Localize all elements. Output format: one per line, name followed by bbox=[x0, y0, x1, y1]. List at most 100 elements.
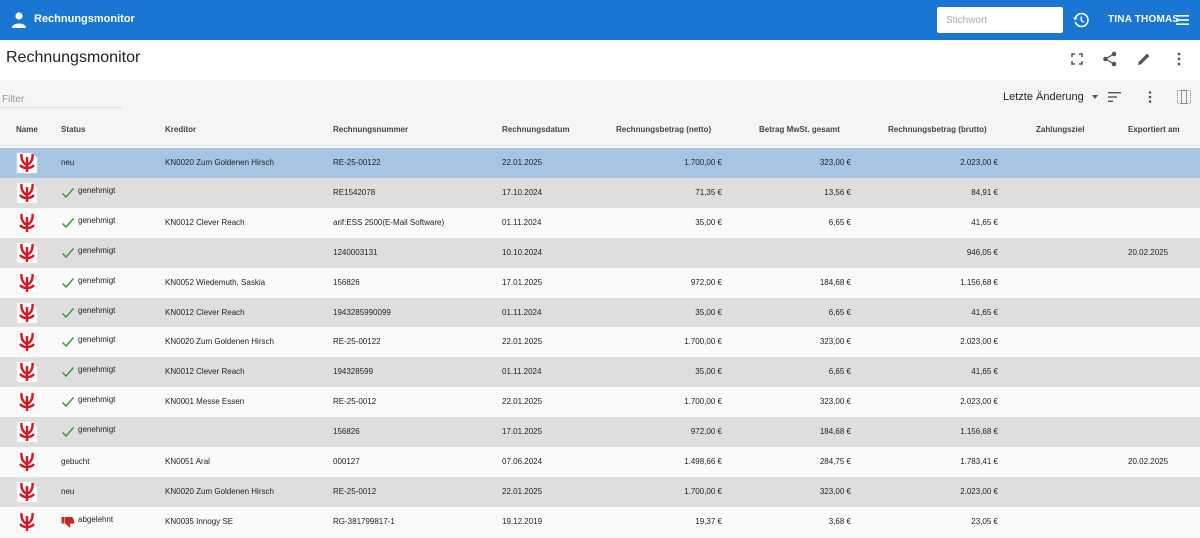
share-icon[interactable] bbox=[1102, 51, 1118, 67]
user-icon[interactable] bbox=[12, 12, 26, 28]
more-vertical-icon[interactable] bbox=[1143, 90, 1157, 104]
table-row[interactable]: genehmigt KN0001 Messe Essen RE-25-0012 22.… bbox=[0, 387, 1200, 418]
cell-kreditor: KN0012 Clever Reach bbox=[165, 367, 245, 377]
cell-brutto: 2.023,00 € bbox=[960, 486, 998, 496]
column-header-name[interactable]: Name bbox=[16, 125, 38, 134]
status-label: gebucht bbox=[61, 457, 90, 466]
cell-brutto: 2.023,00 € bbox=[960, 397, 998, 407]
pdf-document-icon[interactable] bbox=[16, 451, 38, 473]
column-header-zahlungsziel[interactable]: Zahlungsziel bbox=[1036, 125, 1085, 134]
pdf-document-icon[interactable] bbox=[16, 511, 38, 533]
filter-input[interactable] bbox=[0, 91, 122, 108]
pdf-document-icon[interactable] bbox=[16, 391, 38, 413]
pdf-document-icon[interactable] bbox=[16, 152, 38, 174]
cell-brutto: 2.023,00 € bbox=[960, 337, 998, 347]
check-icon bbox=[61, 306, 75, 318]
pdf-document-icon[interactable] bbox=[16, 361, 38, 383]
cell-mwst: 323,00 € bbox=[819, 337, 851, 347]
check-icon bbox=[61, 186, 75, 198]
column-settings-icon[interactable] bbox=[1177, 90, 1191, 104]
user-name[interactable]: TINA THOMAS bbox=[1108, 14, 1180, 25]
column-header-kreditor[interactable]: Kreditor bbox=[165, 125, 197, 134]
status-label: genehmigt bbox=[78, 185, 116, 195]
hamburger-menu-icon[interactable] bbox=[1176, 15, 1189, 25]
cell-nummer: RE1542078 bbox=[333, 187, 376, 197]
cell-mwst: 13,56 € bbox=[824, 187, 851, 197]
pdf-document-icon[interactable] bbox=[16, 272, 38, 294]
pdf-document-icon[interactable] bbox=[16, 212, 38, 234]
search-input[interactable] bbox=[937, 7, 1063, 33]
cell-netto: 35,00 € bbox=[695, 217, 722, 227]
status-label: genehmigt bbox=[78, 335, 116, 345]
column-header-netto[interactable]: Rechnungsbetrag (netto) bbox=[616, 125, 712, 134]
cell-datum: 17.01.2025 bbox=[502, 277, 543, 287]
cell-nummer: arif:ESS 2500(E-Mail Software) bbox=[333, 217, 445, 227]
cell-nummer: RE-25-0012 bbox=[333, 397, 377, 407]
cell-brutto: 41,65 € bbox=[971, 307, 998, 317]
sort-select[interactable]: Letzte Änderung bbox=[1003, 91, 1084, 103]
cell-datum: 22.01.2025 bbox=[502, 397, 543, 407]
cell-netto: 19,37 € bbox=[695, 516, 722, 526]
table-row[interactable]: gebucht KN0051 Aral 000127 07.06.2024 1.498,… bbox=[0, 447, 1200, 477]
status-label: neu bbox=[61, 486, 75, 496]
cell-netto: 71,35 € bbox=[695, 187, 722, 197]
cell-kreditor: KN0035 Innogy SE bbox=[165, 516, 234, 526]
pdf-document-icon[interactable] bbox=[16, 481, 38, 503]
cell-nummer: 1943285990099 bbox=[333, 307, 391, 317]
history-icon[interactable] bbox=[1073, 12, 1089, 28]
table-row[interactable]: genehmigt RE1542078 17.10.2024 71,35 € 13,56… bbox=[0, 177, 1200, 208]
table-row[interactable]: abgelehnt KN0035 Innogy SE RG-381799817-1 1… bbox=[0, 506, 1200, 537]
table-row[interactable]: genehmigt KN0020 Zum Goldenen Hirsch RE-25… bbox=[0, 327, 1200, 358]
cell-nummer: 1240003131 bbox=[333, 247, 378, 257]
pdf-document-icon[interactable] bbox=[16, 421, 38, 443]
table-row[interactable]: genehmigt KN0012 Clever Reach 194328599 01.… bbox=[0, 357, 1200, 388]
cell-mwst: 3,68 € bbox=[828, 516, 851, 526]
cell-datum: 07.06.2024 bbox=[502, 457, 543, 466]
cell-mwst: 6,65 € bbox=[828, 217, 851, 227]
cell-netto: 1.700,00 € bbox=[684, 397, 722, 407]
cell-kreditor: KN0020 Zum Goldenen Hirsch bbox=[165, 486, 274, 496]
status-label: genehmigt bbox=[78, 365, 116, 375]
table-row[interactable]: genehmigt 1240003131 10.10.2024 946,05 € 20.… bbox=[0, 237, 1200, 268]
edit-pencil-icon[interactable] bbox=[1136, 51, 1152, 67]
column-header-rechnungsnummer[interactable]: Rechnungsnummer bbox=[333, 125, 409, 134]
pdf-document-icon[interactable] bbox=[16, 302, 38, 324]
pdf-document-icon[interactable] bbox=[16, 182, 38, 204]
cell-datum: 01.11.2024 bbox=[502, 367, 542, 377]
cell-nummer: 156826 bbox=[333, 427, 360, 437]
table-row[interactable]: genehmigt KN0052 Wiedemuth, Saskia 156826 1… bbox=[0, 267, 1200, 298]
sort-lines-icon[interactable] bbox=[1108, 90, 1122, 104]
column-header-brutto[interactable]: Rechnungsbetrag (brutto) bbox=[888, 125, 987, 134]
table-row[interactable]: genehmigt 156826 17.01.2025 972,00 € 184,68 … bbox=[0, 417, 1200, 448]
cell-nummer: 156826 bbox=[333, 277, 360, 287]
table-row[interactable]: neu KN0020 Zum Goldenen Hirsch RE-25-0012 2… bbox=[0, 476, 1200, 507]
column-header-status[interactable]: Status bbox=[61, 125, 86, 134]
chevron-down-icon[interactable] bbox=[1092, 95, 1098, 99]
more-vertical-icon[interactable] bbox=[1171, 51, 1187, 67]
table-row[interactable]: genehmigt KN0012 Clever Reach 194328599009… bbox=[0, 297, 1200, 328]
column-header-rechnungsdatum[interactable]: Rechnungsdatum bbox=[502, 125, 570, 134]
cell-netto: 1.700,00 € bbox=[684, 337, 722, 347]
check-icon bbox=[61, 335, 75, 348]
cell-nummer: RE-25-00122 bbox=[333, 337, 381, 347]
status-label: genehmigt bbox=[78, 395, 116, 405]
column-header-exportiert[interactable]: Exportiert am bbox=[1128, 125, 1180, 134]
pdf-document-icon[interactable] bbox=[16, 242, 38, 264]
cell-nummer: RG-381799817-1 bbox=[333, 516, 395, 526]
table-row[interactable]: genehmigt KN0012 Clever Reach arif:ESS 250… bbox=[0, 207, 1200, 238]
column-header-mwst[interactable]: Betrag MwSt. gesamt bbox=[759, 125, 840, 134]
cell-datum: 22.01.2025 bbox=[502, 486, 543, 496]
fullscreen-icon[interactable] bbox=[1069, 51, 1085, 67]
pdf-document-icon[interactable] bbox=[16, 331, 38, 353]
cell-mwst: 6,65 € bbox=[828, 307, 851, 317]
cell-netto: 972,00 € bbox=[690, 427, 722, 437]
status-label: genehmigt bbox=[78, 425, 116, 435]
cell-brutto: 84,91 € bbox=[971, 187, 998, 197]
check-icon bbox=[61, 365, 75, 378]
cell-netto: 1.700,00 € bbox=[684, 158, 722, 167]
cell-nummer: 194328599 bbox=[333, 367, 374, 377]
cell-nummer: RE-25-0012 bbox=[333, 486, 377, 496]
cell-datum: 01.11.2024 bbox=[502, 217, 542, 227]
cell-netto: 35,00 € bbox=[695, 307, 722, 317]
